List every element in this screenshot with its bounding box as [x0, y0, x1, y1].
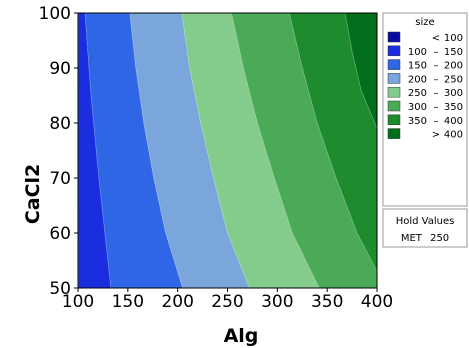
contour-region-5	[231, 13, 377, 288]
contour-line-150	[84, 12, 112, 289]
legend-high: 200	[444, 61, 463, 72]
x-tick-label: 300	[261, 292, 293, 312]
legend-high: 250	[444, 74, 463, 85]
contour-region-1	[78, 13, 111, 288]
contour-line-250	[181, 12, 250, 289]
hold-values-title: Hold Values	[396, 216, 455, 227]
legend-swatch	[387, 45, 401, 57]
legend-low: 300	[408, 102, 427, 113]
legend-sep: –	[434, 102, 439, 113]
legend-swatch	[387, 114, 401, 126]
x-tick-label: 400	[361, 292, 393, 312]
legend-sep: >	[432, 130, 440, 141]
legend-swatch	[387, 128, 401, 139]
y-tick-label: 60	[49, 224, 71, 244]
legend-swatch	[387, 59, 401, 70]
legend-sep: –	[434, 74, 439, 85]
x-tick-label: 100	[62, 292, 94, 312]
contour-region-4	[181, 13, 320, 288]
contour-region-7	[345, 13, 377, 129]
legend-swatch	[387, 73, 401, 84]
y-axis: 50 60 70 80 90 100	[39, 4, 78, 299]
legend-sep: –	[434, 61, 439, 72]
contour-regions	[77, 12, 378, 289]
y-tick-label: 100	[39, 4, 71, 24]
svg-text:MET 250: MET 250	[401, 233, 449, 244]
legend-high: 150	[444, 47, 463, 58]
x-tick-label: 150	[112, 292, 144, 312]
hold-values-box: Hold Values MET 250	[382, 208, 468, 248]
legend-low: 350	[408, 116, 427, 127]
legend-high: 300	[444, 88, 463, 99]
contour-region-2	[85, 13, 183, 288]
legend-low: 200	[408, 74, 427, 85]
legend-title: size	[415, 17, 434, 28]
contour-region-6	[289, 13, 377, 272]
x-tick-label: 200	[161, 292, 193, 312]
legend-low: 150	[408, 61, 427, 72]
legend-sep: –	[434, 116, 439, 127]
x-tick-label: 250	[211, 292, 243, 312]
y-tick-label: 90	[49, 59, 71, 79]
contour-line-300	[231, 12, 320, 289]
x-axis: 100 150 200 250 300 350 400	[62, 288, 393, 312]
legend-high: 400	[444, 130, 463, 141]
legend-swatch	[387, 100, 401, 112]
legend-swatch	[387, 31, 401, 43]
y-tick-label: 70	[49, 169, 71, 189]
legend-high: 350	[444, 102, 463, 113]
legend-low: 100	[408, 47, 427, 58]
x-tick-label: 350	[311, 292, 343, 312]
legend: size <100100–150150–200200–250250–300300…	[382, 12, 468, 207]
x-axis-title: Alg	[224, 325, 259, 347]
legend-high: 100	[444, 33, 463, 44]
y-axis-title: CaCl2	[22, 164, 44, 224]
contour-line-200	[129, 12, 183, 289]
hold-values-frame	[382, 208, 468, 248]
y-tick-label: 50	[49, 279, 71, 299]
hold-value-value: 250	[430, 233, 449, 244]
legend-items: <100100–150150–200200–250250–300300–3503…	[387, 31, 463, 141]
legend-sep: –	[434, 47, 439, 58]
legend-high: 400	[444, 116, 463, 127]
y-tick-label: 80	[49, 114, 71, 134]
contour-region-3	[129, 13, 250, 288]
contour-line-400	[344, 12, 378, 129]
legend-swatch	[387, 86, 401, 98]
hold-value-name: MET	[401, 233, 423, 244]
contour-line-350	[288, 12, 378, 272]
legend-sep: <	[432, 33, 440, 44]
legend-sep: –	[434, 88, 439, 99]
legend-low: 250	[408, 88, 427, 99]
